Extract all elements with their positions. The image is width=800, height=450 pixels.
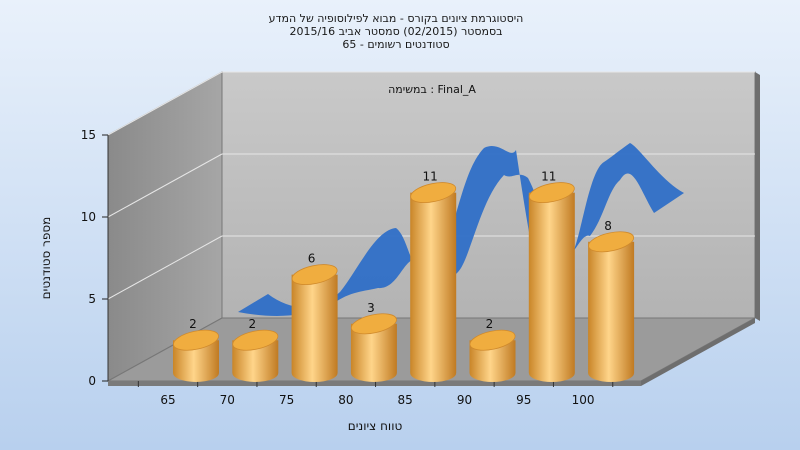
x-tick-label: 95 — [516, 393, 531, 407]
grid-line-side — [107, 71, 223, 136]
bar-body — [350, 323, 397, 382]
x-tick-label: 85 — [398, 393, 413, 407]
data-label-100: 8 — [604, 219, 612, 233]
y-tick-label: 15 — [81, 128, 96, 142]
y-tick-label: 0 — [88, 374, 96, 388]
y-axis-title: מספר סטודנטים — [39, 217, 53, 300]
x-tick-label: 65 — [160, 393, 175, 407]
bar-body — [588, 241, 635, 383]
grid-lines — [107, 71, 755, 300]
x-tick-label: 80 — [338, 393, 353, 407]
bar-top — [173, 329, 219, 351]
bar-top — [469, 329, 516, 351]
data-label-90: 2 — [486, 317, 494, 331]
y-tick-label: 10 — [81, 210, 96, 224]
bar-95 — [528, 182, 575, 383]
back-wall-right-edge — [755, 72, 760, 321]
title-line-1: היסטוגרמת ציונים בקורס - מבוא לפילוסופיה… — [269, 12, 524, 25]
title-line-2: בסמסטר (02/2015) סמסטר אביב 2015/16 — [289, 25, 502, 38]
trend-ribbon — [238, 143, 684, 316]
data-labels: 2 2 6 3 11 2 11 8 — [189, 170, 612, 332]
bar-80 — [350, 313, 397, 382]
x-axis-title: טווח ציונים — [348, 419, 403, 433]
bar-top — [350, 313, 397, 335]
chart-title: היסטוגרמת ציונים בקורס - מבוא לפילוסופיה… — [269, 12, 524, 51]
bar-top — [528, 182, 575, 204]
bar-body — [232, 340, 279, 382]
trend-ribbon-shape — [238, 143, 684, 316]
floor-right-edge — [641, 318, 755, 386]
floor-edge — [108, 381, 641, 386]
bar-top — [291, 264, 338, 286]
task-annotation: במשימה : Final_A — [388, 83, 476, 96]
data-label-65: 2 — [189, 317, 197, 331]
data-label-75: 6 — [308, 252, 316, 266]
x-axis-ticks: 65 70 75 80 85 90 95 100 — [137, 381, 614, 407]
bars — [173, 182, 635, 383]
y-axis-ticks: 0 5 10 15 — [81, 128, 109, 388]
bar-body — [291, 274, 338, 383]
bar-top — [410, 182, 457, 204]
x-tick-label: 100 — [572, 393, 595, 407]
bar-body — [173, 340, 219, 382]
bar-top — [588, 231, 635, 253]
bar-75 — [291, 264, 338, 383]
bar-90 — [469, 329, 516, 383]
bar-100 — [588, 231, 635, 383]
data-label-70: 2 — [248, 317, 256, 331]
data-label-85: 11 — [423, 170, 438, 184]
bar-85 — [410, 182, 457, 383]
data-label-80: 3 — [367, 301, 375, 315]
title-line-3: סטודנטים רשומים - 65 — [342, 38, 449, 51]
x-tick-label: 70 — [220, 393, 235, 407]
bar-top — [232, 329, 279, 351]
bar-70 — [232, 329, 279, 382]
bar-body — [469, 340, 516, 383]
grid-line-side — [107, 153, 223, 218]
y-tick-label: 5 — [88, 292, 96, 306]
bar-body — [528, 192, 575, 383]
x-tick-label: 75 — [279, 393, 294, 407]
x-tick-label: 90 — [457, 393, 472, 407]
grid-line-side — [107, 235, 223, 300]
bar-65 — [173, 329, 219, 382]
bar-body — [410, 192, 457, 383]
data-label-95: 11 — [541, 170, 556, 184]
